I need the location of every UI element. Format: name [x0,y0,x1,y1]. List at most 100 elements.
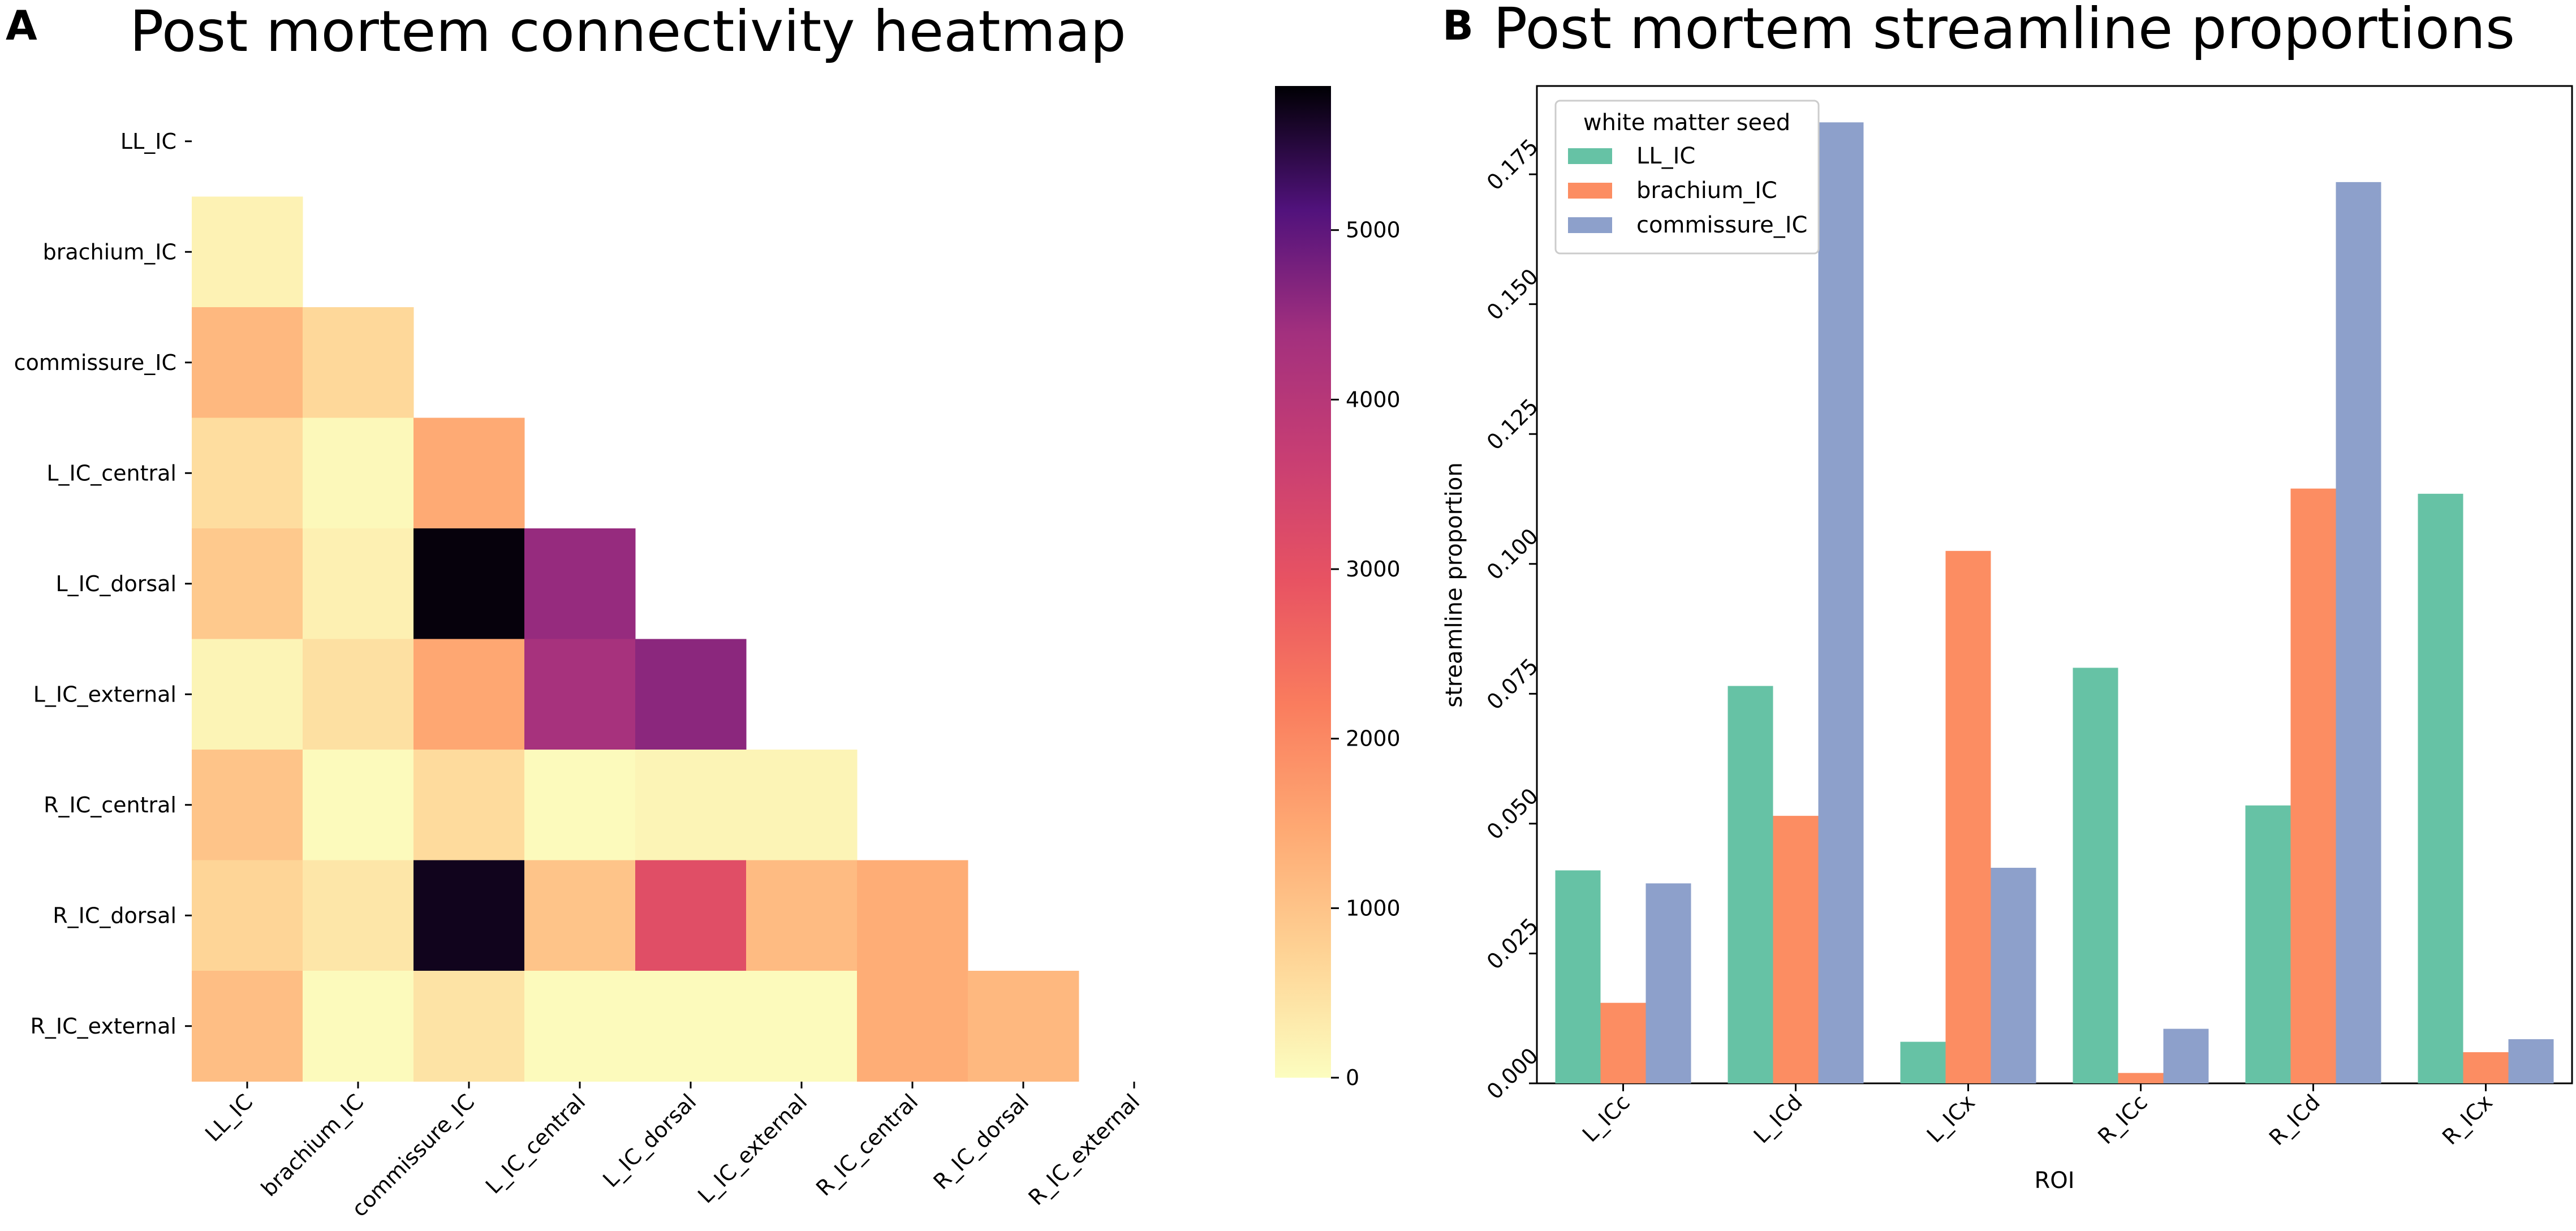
panel-b-letter: B [1442,2,1474,49]
bar-y-tick-label: 0.150 [1482,264,1543,325]
legend-title: white matter seed [1583,110,1790,136]
heat-cell-8-0 [192,971,303,1082]
colorbar-tick-label: 5000 [1346,218,1401,243]
bar-x-ticks: L_ICc L_ICd L_ICx R_ICc R_ICd R_ICx [1578,1083,2497,1150]
heat-cell-3-1 [303,417,414,529]
legend-swatch-commissure_IC [1568,217,1612,233]
bar-plot-frame [1536,85,2573,1084]
heat-cell-2-0 [192,307,303,418]
bar-brachium_IC-L_ICx [1945,550,1991,1083]
bar-brachium_IC-L_ICd [1773,816,1819,1083]
heat-cell-4-1 [303,528,414,639]
bar-brachium_IC-R_ICx [2463,1052,2509,1083]
panel-a-letter: A [6,2,37,49]
bar-x-tick-label: L_ICd [1749,1090,1807,1148]
heat-cell-7-1 [303,860,414,971]
colorbar-tick-label: 0 [1346,1065,1359,1090]
bar-LL_IC-R_ICc [2073,668,2118,1083]
legend-frame [1554,100,1820,255]
heat-cell-7-5 [746,860,858,971]
bar-commissure_IC-R_ICd [2336,182,2381,1083]
heat-row-label: commissure_IC [14,350,176,375]
heat-cell-3-0 [192,417,303,529]
heat-col-label: L_IC_external [693,1089,812,1208]
heat-cell-4-2 [413,528,525,639]
bar-x-tick-label: R_ICx [2437,1090,2497,1150]
bar-LL_IC-R_ICd [2245,805,2291,1083]
bar-y-tick-label: 0.125 [1482,394,1543,455]
legend-swatch-LL_IC [1568,148,1612,164]
bar-x-tick-label: R_ICc [2093,1090,2152,1149]
heat-cell-1-0 [192,196,303,308]
bar-brachium_IC-R_ICd [2290,488,2336,1083]
heat-row-label: L_IC_dorsal [55,571,176,596]
heat-col-label: L_IC_central [481,1089,590,1198]
bar-y-tick-label: 0.175 [1482,134,1543,195]
heat-row-label: R_IC_dorsal [53,903,176,928]
legend-swatch-brachium_IC [1568,183,1612,199]
heat-row-label: brachium_IC [43,239,176,264]
heat-cell-3-2 [413,417,525,529]
legend-label-commissure_IC: commissure_IC [1636,212,1807,238]
heat-row-label: L_IC_central [46,460,176,485]
heat-cell-7-6 [857,860,968,971]
heat-cell-8-6 [857,971,968,1082]
heat-cell-4-0 [192,528,303,639]
heat-col-label: R_IC_external [1023,1089,1144,1210]
bar-ylabel: streamline proportion [1441,462,1467,707]
heat-cell-5-4 [635,639,747,750]
heat-cell-7-2 [413,860,525,971]
bar-x-tick-label: L_ICx [1922,1090,1980,1147]
heat-cell-7-4 [635,860,747,971]
heat-row-label: L_IC_external [33,682,176,707]
colorbar-tick-label: 3000 [1346,557,1401,582]
heat-cell-6-2 [413,750,525,860]
heat-col-label: commissure_IC [347,1089,479,1221]
heatmap-title: Post mortem connectivity heatmap [130,0,1126,64]
colorbar-tick-label: 2000 [1346,726,1401,751]
bar-commissure_IC-R_ICc [2163,1028,2209,1083]
bar-brachium_IC-L_ICc [1600,1002,1646,1083]
bar-brachium_IC-R_ICc [2118,1073,2164,1083]
bar-commissure_IC-L_ICc [1645,883,1691,1083]
heat-cell-8-1 [303,971,414,1082]
bar-y-tick-label: 0.025 [1482,913,1543,974]
bar-y-tick-label: 0.000 [1482,1043,1543,1104]
legend-label-LL_IC: LL_IC [1636,143,1695,169]
bar-LL_IC-L_ICd [1728,686,1773,1083]
colorbar-tick-label: 1000 [1346,896,1401,920]
bar-LL_IC-L_ICx [1900,1041,1946,1083]
heat-cell-5-3 [524,639,636,750]
heat-col-label: R_IC_dorsal [929,1089,1034,1194]
heat-row-label: R_IC_external [30,1014,176,1039]
bar-title: Post mortem streamline proportions [1493,0,2515,62]
heat-cell-8-3 [524,971,636,1082]
heat-col-label: L_IC_dorsal [598,1089,701,1192]
bar-LL_IC-L_ICc [1555,870,1601,1083]
heat-col-label: R_IC_central [811,1089,923,1200]
legend-items: LL_IC brachium_IC commissure_IC [1568,143,1807,238]
bar-x-tick-label: L_ICc [1578,1090,1635,1147]
heat-cell-2-1 [303,307,414,418]
heat-cell-5-0 [192,639,303,750]
bar-y-ticks: 0.000 0.025 0.050 0.075 0.100 0.125 0.150 0.175 [1482,134,1543,1104]
bar-commissure_IC-L_ICx [1991,867,2036,1083]
heat-cell-8-4 [635,971,747,1082]
heat-cell-7-0 [192,860,303,971]
bar-commissure_IC-L_ICd [1818,122,1864,1084]
heat-cell-6-3 [524,750,636,860]
bar-y-tick-label: 0.050 [1482,784,1543,845]
bar-y-tick-label: 0.075 [1482,653,1543,715]
heat-cell-8-7 [968,971,1079,1082]
bar-commissure_IC-R_ICx [2508,1039,2554,1083]
heat-cell-8-5 [746,971,858,1082]
bar-x-tick-label: R_ICd [2264,1090,2325,1150]
heat-cell-6-4 [635,750,747,860]
heat-row-label: R_IC_central [44,793,176,817]
bar-LL_IC-R_ICx [2418,493,2463,1084]
colorbar-tick-label: 4000 [1346,387,1401,412]
colorbar [1275,86,1331,1078]
heat-cell-4-3 [524,528,636,639]
